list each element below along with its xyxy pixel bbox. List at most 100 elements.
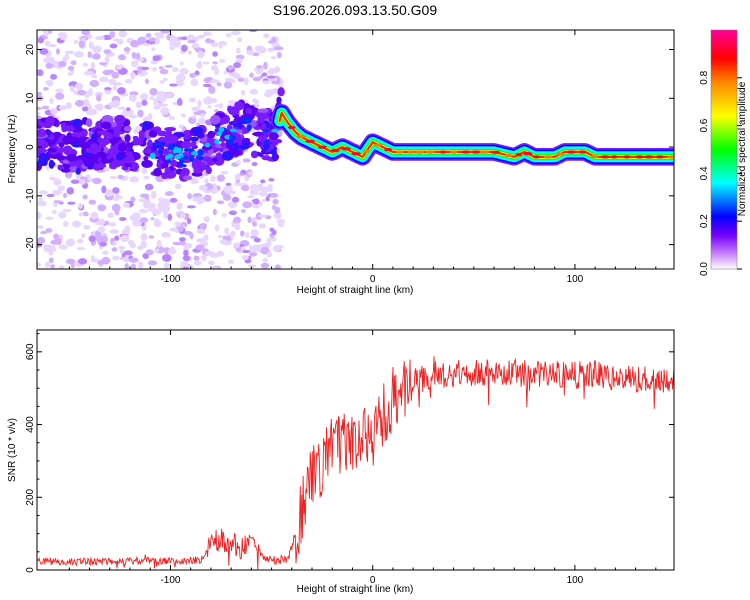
noise-speckle xyxy=(227,64,234,71)
noise-speckle xyxy=(273,211,282,220)
noise-speckle xyxy=(117,245,126,250)
noise-speckle xyxy=(87,88,94,96)
snr-xtick-label: 0 xyxy=(370,575,376,586)
noise-speckle xyxy=(43,86,49,91)
noise-speckle xyxy=(37,225,44,229)
noise-speckle xyxy=(246,195,255,199)
noise-speckle xyxy=(186,34,196,42)
band-highlight xyxy=(178,159,184,165)
snr-ytick-label: 600 xyxy=(25,343,36,360)
noise-speckle xyxy=(220,170,228,175)
noise-speckle xyxy=(130,60,139,68)
noise-speckle xyxy=(129,242,136,249)
noise-speckle xyxy=(202,83,212,88)
noise-speckle xyxy=(111,247,118,252)
noise-speckle xyxy=(135,101,143,109)
noise-speckle xyxy=(149,88,158,96)
noise-speckle xyxy=(157,201,165,210)
band-blob xyxy=(212,157,218,162)
noise-speckle xyxy=(224,227,230,235)
noise-speckle xyxy=(268,40,276,44)
noise-speckle xyxy=(58,105,67,111)
band-blob xyxy=(124,134,131,143)
noise-speckle xyxy=(267,68,275,75)
noise-speckle xyxy=(242,249,251,253)
noise-speckle xyxy=(203,216,210,223)
band-blob xyxy=(250,150,259,159)
noise-speckle xyxy=(169,45,176,51)
noise-speckle xyxy=(222,193,232,201)
noise-speckle xyxy=(176,98,183,106)
noise-speckle xyxy=(91,53,101,60)
noise-speckle xyxy=(208,85,216,94)
noise-speckle xyxy=(232,72,241,79)
band-blob xyxy=(181,141,192,149)
noise-speckle xyxy=(277,221,285,228)
noise-speckle xyxy=(221,212,227,218)
noise-speckle xyxy=(240,208,246,213)
noise-speckle xyxy=(139,93,149,101)
noise-speckle xyxy=(152,55,161,62)
colorbar-gradient xyxy=(711,30,737,269)
band-blob xyxy=(234,101,245,111)
noise-speckle xyxy=(230,230,236,237)
ridge-peak xyxy=(414,150,424,154)
noise-speckle xyxy=(228,210,237,216)
band-blob xyxy=(46,147,58,153)
noise-speckle xyxy=(117,106,126,110)
noise-speckle xyxy=(43,30,49,37)
noise-speckle xyxy=(204,194,212,202)
noise-speckle xyxy=(141,166,148,175)
band-blob xyxy=(245,107,252,115)
noise-speckle xyxy=(234,181,242,187)
band-blob xyxy=(207,130,216,139)
band-blob xyxy=(113,128,121,138)
noise-speckle xyxy=(109,222,117,227)
noise-speckle xyxy=(242,158,251,163)
noise-speckle xyxy=(104,220,110,226)
noise-speckle xyxy=(257,46,267,54)
noise-speckle xyxy=(258,214,268,218)
noise-speckle xyxy=(182,266,189,269)
band-highlight xyxy=(214,139,220,145)
band-highlight xyxy=(174,155,182,160)
band-blob xyxy=(116,121,123,130)
noise-speckle xyxy=(58,244,68,250)
noise-speckle xyxy=(266,75,276,79)
snr-series-line xyxy=(37,356,674,570)
band-blob xyxy=(147,139,153,149)
noise-speckle xyxy=(45,164,50,171)
ridge-peak xyxy=(590,154,599,159)
noise-speckle xyxy=(129,214,139,221)
noise-speckle xyxy=(50,264,56,269)
band-blob xyxy=(97,130,109,135)
noise-speckle xyxy=(109,43,118,49)
band-blob xyxy=(238,144,250,150)
band-blob xyxy=(177,140,183,150)
noise-speckle xyxy=(71,220,82,228)
spectrogram-ylabel: Frequency (Hz) xyxy=(7,115,18,184)
band-highlight xyxy=(246,124,252,131)
noise-speckle xyxy=(188,264,195,269)
noise-speckle xyxy=(258,191,268,197)
noise-speckle xyxy=(130,263,137,269)
noise-speckle xyxy=(116,65,123,70)
band-blob xyxy=(94,163,107,169)
band-highlight xyxy=(271,128,280,133)
band-blob xyxy=(107,150,117,156)
noise-speckle xyxy=(99,241,107,247)
snr-xtick-label: 100 xyxy=(567,575,584,586)
noise-speckle xyxy=(223,71,228,75)
noise-speckle xyxy=(228,259,234,264)
noise-speckle xyxy=(267,185,273,192)
noise-speckle xyxy=(196,228,206,235)
noise-speckle xyxy=(203,77,212,84)
noise-speckle xyxy=(50,108,58,115)
ridge-peak xyxy=(351,152,361,156)
noise-speckle xyxy=(167,213,173,221)
band-blob xyxy=(162,148,170,156)
band-blob xyxy=(49,133,55,141)
band-blob xyxy=(62,135,71,145)
noise-speckle xyxy=(186,205,196,209)
noise-speckle xyxy=(91,45,102,54)
